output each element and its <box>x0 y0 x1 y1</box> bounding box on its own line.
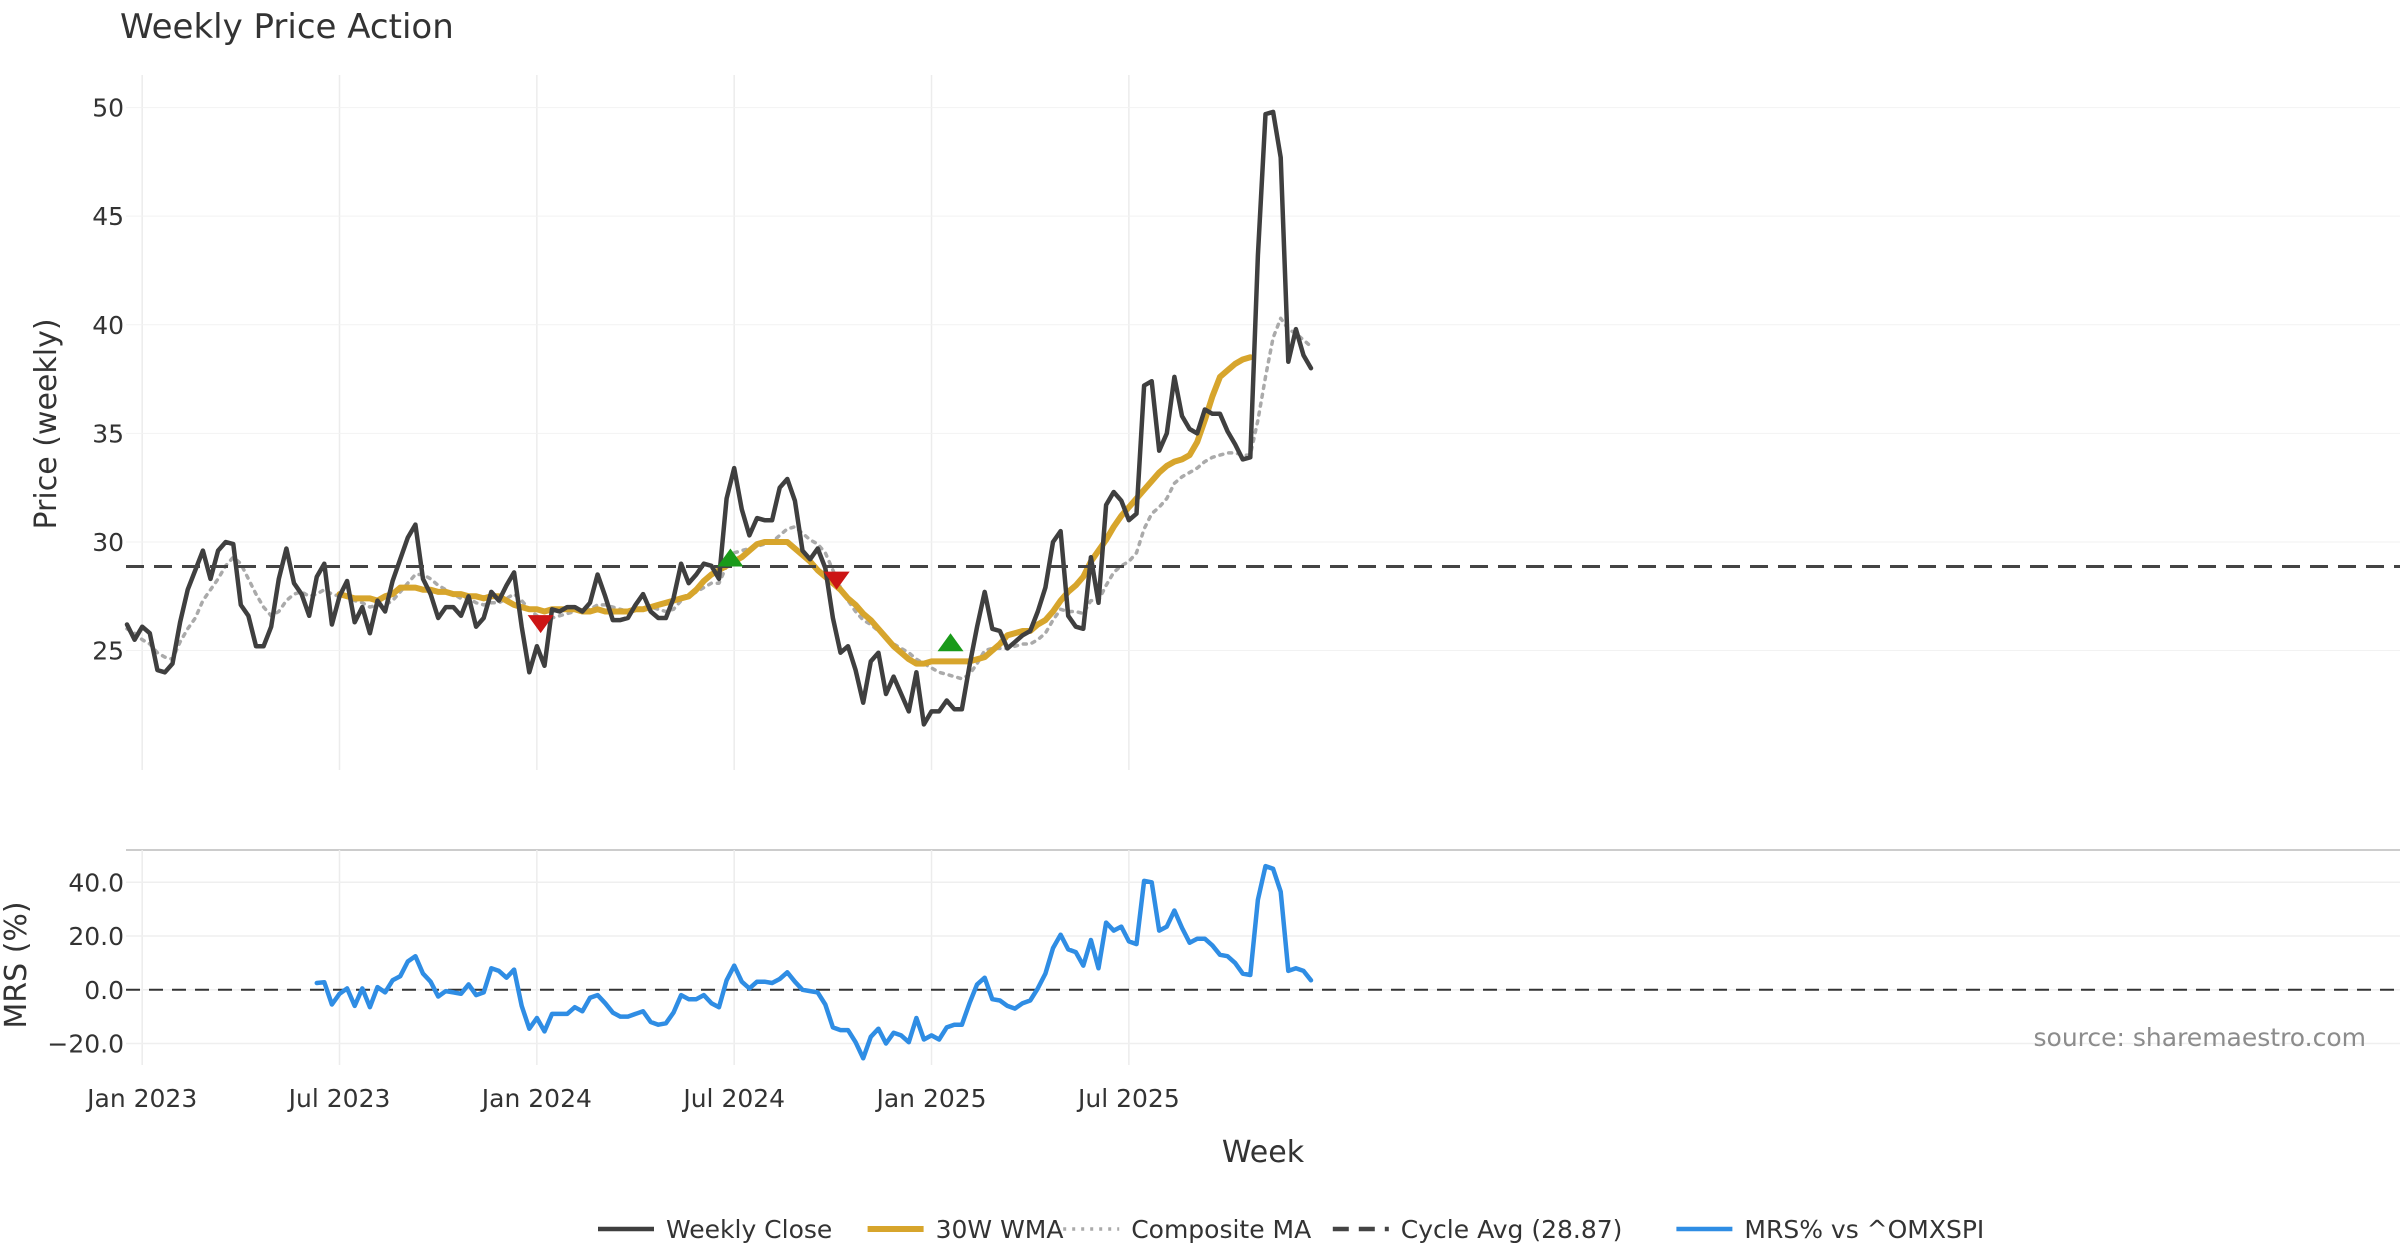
price-y-tick-40: 40 <box>92 311 124 340</box>
x-tick-jul-2023: Jul 2023 <box>287 1084 391 1113</box>
mrs-y-tick-0-0: 0.0 <box>84 976 124 1005</box>
mrs-line-mrs-vs-omxspi <box>314 863 1314 1061</box>
source-note: source: sharemaestro.com <box>2034 1023 2367 1052</box>
mrs-y-ticks: −20.0 0.0 20.0 40.0 <box>47 868 124 1058</box>
x-tick-jan-2023: Jan 2023 <box>85 1084 197 1113</box>
x-axis-ticks: Jan 2023 Jul 2023 Jan 2024 Jul 2024 Jan 2025… <box>85 1084 1180 1113</box>
price-y-ticks: 25 30 35 40 45 50 <box>92 94 124 666</box>
price-gridlines <box>126 75 2400 770</box>
mrs-series <box>126 863 2400 1061</box>
legend: Weekly Close 30W WMA Composite MA Cycle Avg… <box>598 1215 1984 1244</box>
sell-signal-marker-2 <box>527 615 554 634</box>
x-tick-jan-2024: Jan 2024 <box>480 1084 592 1113</box>
mrs-y-tick-40-0: 40.0 <box>68 868 124 897</box>
x-axis-label: Week <box>1222 1135 1305 1170</box>
legend-label-weekly-close: Weekly Close <box>666 1215 832 1244</box>
x-tick-jul-2024: Jul 2024 <box>681 1084 785 1113</box>
price-y-axis-label: Price (weekly) <box>29 318 64 529</box>
legend-label-cycle-avg-28-87: Cycle Avg (28.87) <box>1401 1215 1623 1244</box>
x-tick-jan-2025: Jan 2025 <box>874 1084 986 1113</box>
price-y-tick-25: 25 <box>92 637 124 666</box>
mrs-y-axis-label: MRS (%) <box>0 901 34 1028</box>
price-y-tick-35: 35 <box>92 419 124 448</box>
price-line-composite-ma <box>125 316 1313 681</box>
signal-markers <box>527 548 964 652</box>
legend-label-30w-wma: 30W WMA <box>936 1215 1064 1244</box>
x-tick-jul-2025: Jul 2025 <box>1076 1084 1180 1113</box>
price-line-weekly-close <box>124 109 1314 727</box>
mrs-y-tick-20-0: 20.0 <box>68 922 124 951</box>
price-y-tick-45: 45 <box>92 202 124 231</box>
price-y-tick-50: 50 <box>92 94 124 123</box>
legend-label-mrs-vs-omxspi: MRS% vs ^OMXSPI <box>1744 1215 1984 1244</box>
mrs-y-tick-20-0: −20.0 <box>47 1030 124 1059</box>
sell-signal-marker-3 <box>823 571 850 590</box>
buy-signal-marker-1 <box>717 548 744 567</box>
price-series <box>124 109 2400 727</box>
chart-title: Weekly Price Action <box>120 7 454 47</box>
price-y-tick-30: 30 <box>92 528 124 557</box>
mrs-panel: −20.0 0.0 20.0 40.0 MRS (%) source: sharema… <box>0 850 2400 1065</box>
price-panel: 25 30 35 40 45 50 Price (weekly) <box>29 75 2400 770</box>
legend-label-composite-ma: Composite MA <box>1131 1215 1311 1244</box>
buy-signal-marker-4 <box>937 633 964 652</box>
